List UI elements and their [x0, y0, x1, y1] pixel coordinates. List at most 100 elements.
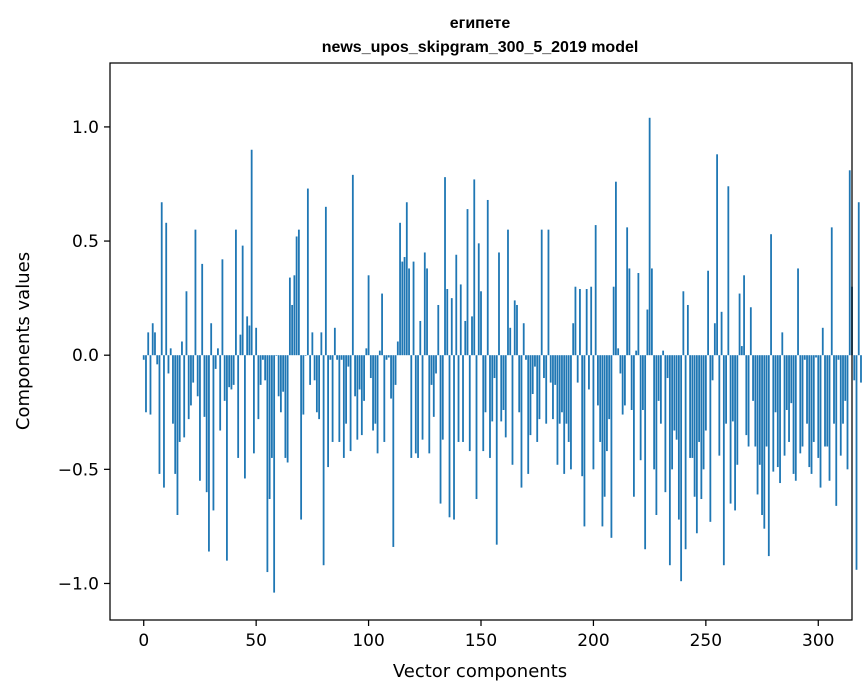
bar-246 [695, 355, 698, 534]
bar-281 [774, 355, 777, 413]
bar-9 [163, 355, 165, 488]
bar-146 [471, 316, 473, 356]
bar-163 [509, 327, 512, 356]
bar-56 [268, 355, 271, 500]
bar-231 [662, 350, 665, 356]
y-tick-label: 1.0 [72, 118, 99, 138]
bar-181 [549, 355, 552, 383]
bar-271 [752, 355, 754, 401]
bar-269 [747, 355, 750, 447]
bar-279 [770, 234, 772, 356]
bar-79 [320, 332, 323, 356]
bar-3 [149, 355, 152, 415]
bar-10 [165, 222, 168, 356]
bar-30 [210, 323, 213, 356]
bar-301 [819, 355, 822, 488]
bar-253 [711, 355, 714, 381]
bar-237 [675, 355, 678, 440]
bar-264 [736, 355, 739, 465]
bar-273 [756, 355, 759, 495]
bar-272 [754, 355, 757, 447]
bar-318 [857, 202, 860, 356]
bar-39 [230, 355, 233, 390]
bar-84 [331, 355, 334, 442]
bar-247 [698, 355, 700, 442]
bar-88 [340, 355, 343, 360]
bar-144 [466, 209, 469, 356]
bar-319 [860, 355, 862, 383]
bar-288 [790, 355, 793, 404]
bar-221 [639, 355, 642, 461]
bar-65 [288, 277, 291, 356]
bar-218 [633, 355, 635, 497]
bar-81 [324, 206, 327, 356]
bar-134 [444, 177, 446, 356]
bar-259 [725, 355, 727, 424]
bar-72 [304, 355, 307, 356]
bar-53 [262, 355, 264, 360]
bar-177 [540, 229, 543, 356]
bar-176 [538, 355, 541, 420]
y-tick-label: 0.0 [72, 346, 99, 366]
bar-297 [810, 355, 813, 474]
bar-37 [226, 355, 228, 561]
bar-299 [815, 355, 817, 358]
bar-95 [356, 355, 359, 440]
bar-103 [374, 355, 377, 424]
bar-241 [684, 355, 687, 550]
bar-210 [615, 181, 617, 356]
bar-108 [385, 355, 388, 360]
bar-61 [279, 355, 282, 413]
bar-188 [565, 355, 568, 424]
bar-149 [477, 243, 480, 356]
bar-283 [779, 355, 781, 484]
bar-287 [788, 355, 790, 442]
bar-77 [315, 355, 318, 413]
bar-89 [342, 355, 345, 458]
bar-201 [594, 225, 597, 356]
bar-235 [671, 355, 674, 470]
bar-195 [581, 355, 584, 477]
bar-200 [592, 355, 595, 470]
bar-225 [648, 117, 651, 356]
bar-275 [761, 355, 763, 515]
bar-151 [482, 355, 485, 452]
bar-262 [731, 355, 734, 422]
bar-14 [174, 355, 177, 474]
x-axis-label: Vector components [393, 661, 567, 682]
x-tick-label: 0 [138, 631, 149, 651]
bar-304 [826, 355, 829, 447]
bar-179 [545, 355, 548, 424]
bar-230 [659, 355, 662, 424]
bar-159 [500, 355, 503, 422]
bar-154 [489, 355, 491, 458]
bar-24 [196, 355, 199, 397]
bar-138 [453, 355, 455, 520]
bar-234 [668, 355, 671, 566]
bar-98 [363, 355, 365, 401]
bar-265 [738, 293, 741, 356]
bar-260 [727, 186, 730, 356]
bar-111 [392, 355, 395, 547]
bar-31 [212, 355, 215, 511]
bar-226 [650, 268, 653, 356]
bar-270 [749, 307, 752, 356]
bar-254 [713, 323, 716, 356]
bar-171 [527, 355, 530, 474]
bar-2 [147, 332, 150, 356]
bar-211 [617, 348, 620, 356]
bar-274 [758, 355, 761, 465]
bar-18 [183, 355, 186, 438]
bar-209 [612, 286, 615, 356]
bar-258 [722, 355, 725, 566]
bar-167 [518, 355, 521, 413]
bar-314 [848, 170, 851, 356]
bar-207 [608, 355, 611, 420]
bar-131 [437, 304, 440, 356]
bar-59 [275, 355, 278, 356]
bar-223 [644, 355, 647, 550]
bar-7 [158, 355, 161, 474]
bar-257 [720, 311, 723, 356]
bar-174 [534, 355, 536, 367]
bar-78 [318, 355, 321, 420]
